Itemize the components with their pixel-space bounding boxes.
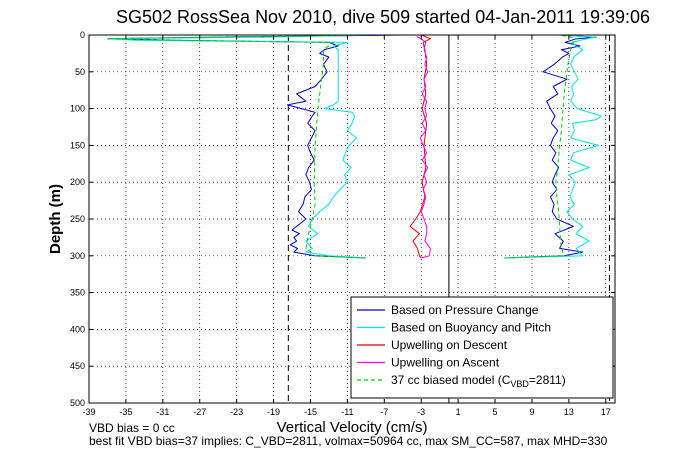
y-tick-label-4: 200 xyxy=(70,177,85,187)
series-pressure_descent xyxy=(107,34,403,259)
y-tick-label-5: 250 xyxy=(70,214,85,224)
x-tick-label-3: -27 xyxy=(193,407,206,417)
y-tick-label-10: 500 xyxy=(70,398,85,408)
y-tick-label-9: 450 xyxy=(70,361,85,371)
x-tick-label-4: -23 xyxy=(230,407,243,417)
legend-label-3: Upwelling on Ascent xyxy=(391,356,500,370)
x-tick-label-12: 9 xyxy=(529,407,534,417)
y-tick-label-8: 400 xyxy=(70,324,85,334)
x-tick-label-6: -15 xyxy=(304,407,317,417)
y-tick-label-1: 50 xyxy=(75,67,85,77)
legend-label-1: Based on Buoyancy and Pitch xyxy=(391,321,551,335)
x-tick-label-9: -3 xyxy=(417,407,425,417)
grid-lines xyxy=(89,35,615,403)
y-tick-label-0: 0 xyxy=(80,30,85,40)
x-tick-label-8: -7 xyxy=(380,407,388,417)
x-tick-label-2: -31 xyxy=(156,407,169,417)
legend-label-0: Based on Pressure Change xyxy=(391,303,539,317)
series-upwelling_ascent xyxy=(416,36,431,259)
vbd-bias-note: VBD bias = 0 cc xyxy=(89,421,175,435)
y-tick-label-3: 150 xyxy=(70,140,85,150)
legend-label-4: 37 cc biased model (CVBD=2811) xyxy=(391,373,566,389)
x-tick-label-14: 17 xyxy=(601,407,611,417)
axis-ticks: -39 -35 -31 -27 -23 -19 -15 -11 -7 -3 1 5 9 13 1705010… xyxy=(70,30,615,417)
series-buoyancy_ascent xyxy=(504,34,602,259)
x-tick-label-0: -39 xyxy=(82,407,95,417)
series-model_descent xyxy=(107,34,366,259)
chart-title: SG502 RossSea Nov 2010, dive 509 started… xyxy=(116,7,650,27)
series-buoyancy_descent xyxy=(107,34,376,259)
x-tick-label-7: -11 xyxy=(341,407,353,417)
data-series xyxy=(107,34,602,259)
x-axis-label: Vertical Velocity (cm/s) xyxy=(277,419,428,436)
legend-box xyxy=(350,296,614,399)
series-model_ascent xyxy=(504,34,579,259)
legend-label-2: Upwelling on Descent xyxy=(391,338,508,352)
best-fit-note: best fit VBD bias=37 implies: C_VBD=2811… xyxy=(89,434,608,448)
y-axis-label: Depth (m) xyxy=(47,184,64,254)
y-tick-label-7: 350 xyxy=(70,288,85,298)
y-tick-label-2: 100 xyxy=(70,104,85,114)
x-tick-label-10: 1 xyxy=(456,407,461,417)
y-tick-label-6: 300 xyxy=(70,251,85,261)
series-pressure_ascent xyxy=(504,34,597,259)
x-tick-label-11: 5 xyxy=(493,407,498,417)
x-tick-label-1: -35 xyxy=(119,407,132,417)
legend: Based on Pressure Change Based on Buoyanc… xyxy=(350,296,614,399)
x-tick-label-5: -19 xyxy=(267,407,280,417)
x-tick-label-13: 13 xyxy=(564,407,574,417)
